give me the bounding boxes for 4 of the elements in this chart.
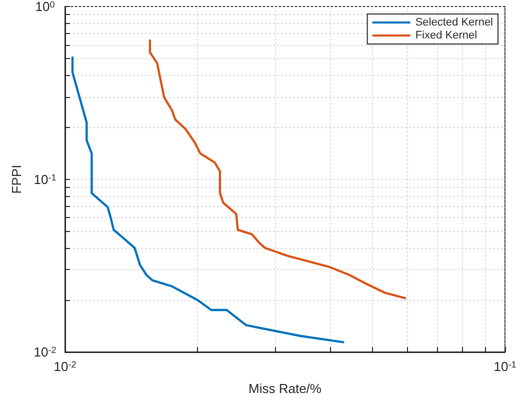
legend-label: Fixed Kernel (415, 30, 478, 42)
y-axis-title: FPPI (8, 164, 24, 194)
x-axis-title: Miss Rate/% (248, 381, 322, 396)
legend-label: Selected Kernel (415, 16, 494, 28)
